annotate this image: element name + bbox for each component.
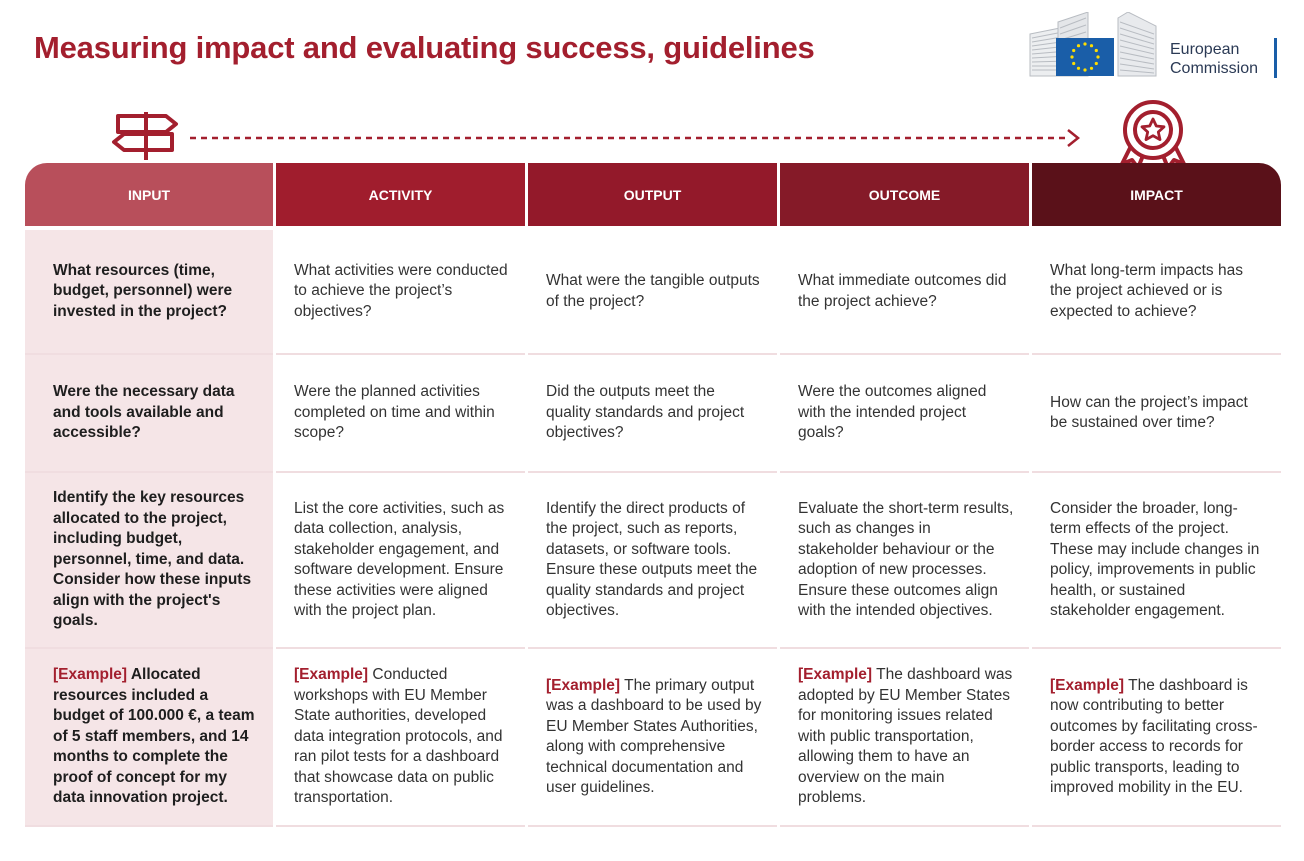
example-label: [Example] [798,666,873,684]
header-outcome: OUTCOME [780,163,1029,226]
logo-line-2: Commission [1170,60,1259,77]
cell-activity-example: [Example] Conducted workshops with EU Me… [276,649,525,827]
award-ribbon-icon [1120,100,1186,170]
table-row-guidance: Identify the key resources allocated to … [25,473,1281,649]
impact-framework-table: INPUT ACTIVITY OUTPUT OUTCOME IMPACT Wha… [22,163,1284,827]
cell-activity: List the core activities, such as data c… [276,473,525,649]
cell-outcome: Evaluate the short-term results, such as… [780,473,1029,649]
header-impact: IMPACT [1032,163,1281,226]
table-row-resources: What resources (time, budget, personnel)… [25,230,1281,355]
header-output: OUTPUT [528,163,777,226]
example-text: The dashboard was adopted by EU Member S… [798,666,1013,807]
header-activity: ACTIVITY [276,163,525,226]
header-input: INPUT [25,163,273,226]
cell-impact: How can the project’s impact be sustaine… [1032,355,1281,473]
table-row-availability: Were the necessary data and tools availa… [25,355,1281,473]
cell-output: What were the tangible outputs of the pr… [528,230,777,355]
cell-outcome: Were the outcomes aligned with the inten… [780,355,1029,473]
cell-output: Identify the direct products of the proj… [528,473,777,649]
flow-connector [112,100,1186,170]
logo-accent-bar [1274,38,1277,78]
example-text: The dashboard is now contributing to bet… [1050,676,1258,797]
logo-line-1: European [1170,41,1240,58]
example-text: Allocated resources included a budget of… [53,666,255,807]
logo-wordmark: European Commission [1170,40,1258,78]
example-label: [Example] [294,666,369,684]
header-row: INPUT ACTIVITY OUTPUT OUTCOME IMPACT [25,163,1281,226]
table-row-example: [Example] Allocated resources included a… [25,649,1281,827]
example-label: [Example] [1050,676,1125,694]
cell-outcome-example: [Example] The dashboard was adopted by E… [780,649,1029,827]
cell-input-example: [Example] Allocated resources included a… [25,649,273,827]
cell-input: Identify the key resources allocated to … [25,473,273,649]
cell-output-example: [Example] The primary output was a dashb… [528,649,777,827]
cell-outcome: What immediate outcomes did the project … [780,230,1029,355]
cell-impact: What long-term impacts has the project a… [1032,230,1281,355]
arrow-head-icon [1067,129,1081,147]
example-text: Conducted workshops with EU Member State… [294,666,503,807]
cell-impact-example: [Example] The dashboard is now contribut… [1032,649,1281,827]
cell-input: Were the necessary data and tools availa… [25,355,273,473]
cell-activity: What activities were conducted to achiev… [276,230,525,355]
cell-input: What resources (time, budget, personnel)… [25,230,273,355]
example-label: [Example] [546,676,621,694]
example-text: The primary output was a dashboard to be… [546,676,762,797]
european-commission-logo: European Commission [1028,12,1284,78]
commission-building-logo-icon [1029,12,1157,77]
eu-stars-icon [1070,42,1100,72]
example-label: [Example] [53,666,128,684]
page-title: Measuring impact and evaluating success,… [34,30,815,65]
cell-output: Did the outputs meet the quality standar… [528,355,777,473]
cell-activity: Were the planned activities completed on… [276,355,525,473]
signpost-icon [112,112,178,160]
cell-impact: Consider the broader, long-term effects … [1032,473,1281,649]
